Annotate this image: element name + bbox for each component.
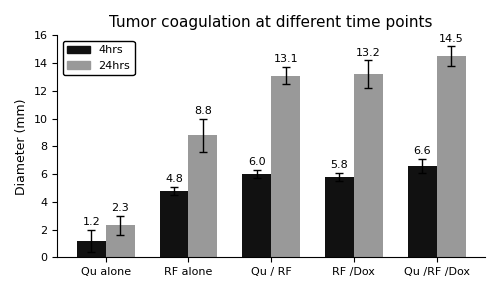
Text: 13.2: 13.2: [356, 48, 381, 58]
Bar: [436, 56, 466, 257]
Text: 13.1: 13.1: [274, 55, 298, 65]
Bar: [271, 76, 300, 257]
Text: 1.2: 1.2: [82, 217, 100, 227]
Y-axis label: Diameter (mm): Diameter (mm): [15, 98, 28, 194]
Bar: [77, 241, 106, 257]
Bar: [354, 74, 383, 257]
Bar: [188, 135, 218, 257]
Text: 14.5: 14.5: [438, 34, 464, 44]
Bar: [325, 177, 354, 257]
Text: 6.6: 6.6: [414, 146, 431, 156]
Text: 5.8: 5.8: [330, 160, 348, 170]
Text: 2.3: 2.3: [112, 203, 129, 213]
Bar: [242, 174, 271, 257]
Bar: [408, 166, 436, 257]
Legend: 4hrs, 24hrs: 4hrs, 24hrs: [63, 41, 134, 75]
Bar: [106, 225, 134, 257]
Text: 4.8: 4.8: [165, 174, 183, 184]
Bar: [160, 191, 188, 257]
Title: Tumor coagulation at different time points: Tumor coagulation at different time poin…: [110, 15, 433, 30]
Text: 8.8: 8.8: [194, 106, 212, 116]
Text: 6.0: 6.0: [248, 157, 266, 167]
